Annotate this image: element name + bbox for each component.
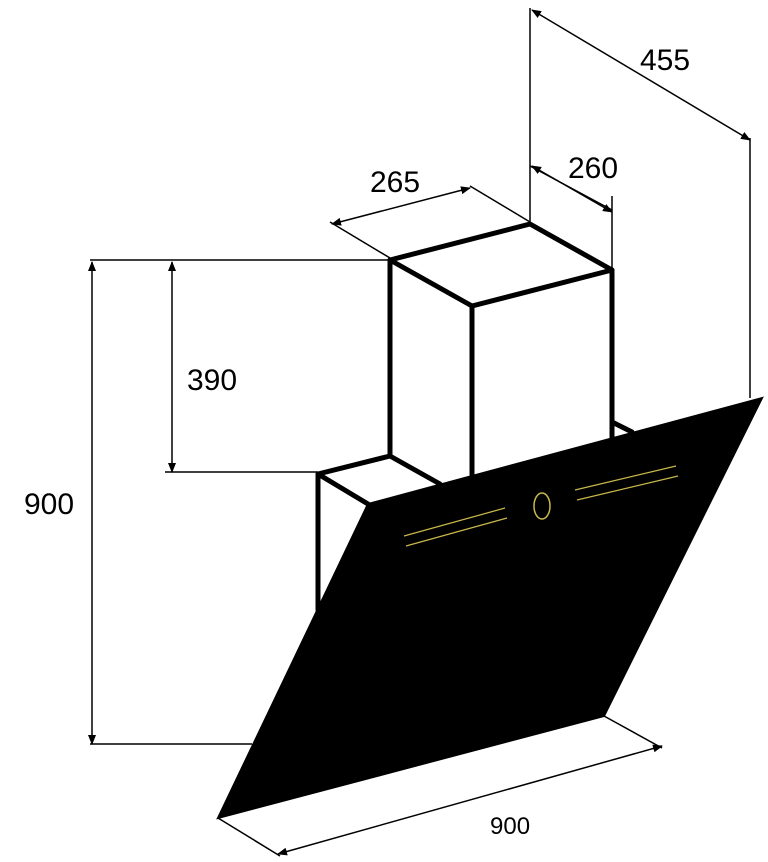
height-total-label: 900	[24, 488, 74, 521]
glass-panel	[216, 396, 764, 820]
depth-total-label: 455	[640, 44, 690, 77]
control-strip	[403, 465, 679, 547]
chimney-box	[387, 221, 615, 480]
height-chimney-label: 390	[187, 364, 237, 397]
depth-chimney-label: 260	[568, 152, 618, 185]
width-hood-label: 900	[490, 813, 530, 840]
width-chimney-label: 265	[370, 166, 420, 199]
dimension-lines	[88, 9, 751, 856]
control-knob-icon	[533, 492, 551, 520]
